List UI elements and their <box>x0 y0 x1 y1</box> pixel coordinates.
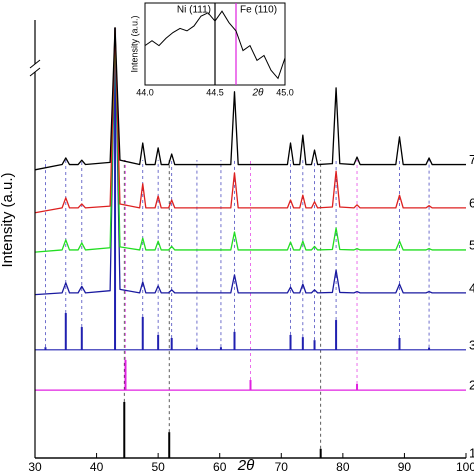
x-axis-label: 2θ <box>237 457 254 474</box>
series-label: 2 <box>469 378 474 393</box>
annotation: Fe (110) <box>240 5 277 16</box>
inset-x-axis-label: 2θ <box>252 88 265 99</box>
inset-line <box>144 10 286 80</box>
inset-y-axis-label: Intensity (a.u.) <box>129 15 139 72</box>
x-tick-label: 80 <box>336 460 350 474</box>
pattern-line <box>34 27 466 214</box>
series-label: 7 <box>469 152 474 167</box>
axis-break <box>29 67 41 77</box>
inset-x-tick-label: 44.0 <box>136 87 154 97</box>
x-tick-label: 70 <box>275 460 289 474</box>
inset-x-tick-label: 44.5 <box>206 87 224 97</box>
annotation: Ni (111) <box>177 5 211 16</box>
series-label: 4 <box>469 280 474 295</box>
pattern-line <box>34 27 466 171</box>
x-tick-label: 40 <box>90 460 104 474</box>
pattern-line <box>34 27 466 296</box>
x-tick-label: 60 <box>213 460 227 474</box>
series-label: 6 <box>469 195 474 210</box>
inset-x-tick-label: 45.0 <box>276 87 294 97</box>
x-tick-label: 90 <box>398 460 412 474</box>
series-label: 5 <box>469 237 474 252</box>
x-tick-label: 30 <box>28 460 42 474</box>
series-label: 1 <box>469 445 474 460</box>
axis-break <box>29 59 41 69</box>
pattern-line <box>34 27 466 253</box>
x-tick-label: 50 <box>151 460 165 474</box>
y-axis-label: Intensity (a.u.) <box>0 172 16 267</box>
series-label: 3 <box>469 337 474 352</box>
x-tick-label: 100 <box>456 460 474 474</box>
